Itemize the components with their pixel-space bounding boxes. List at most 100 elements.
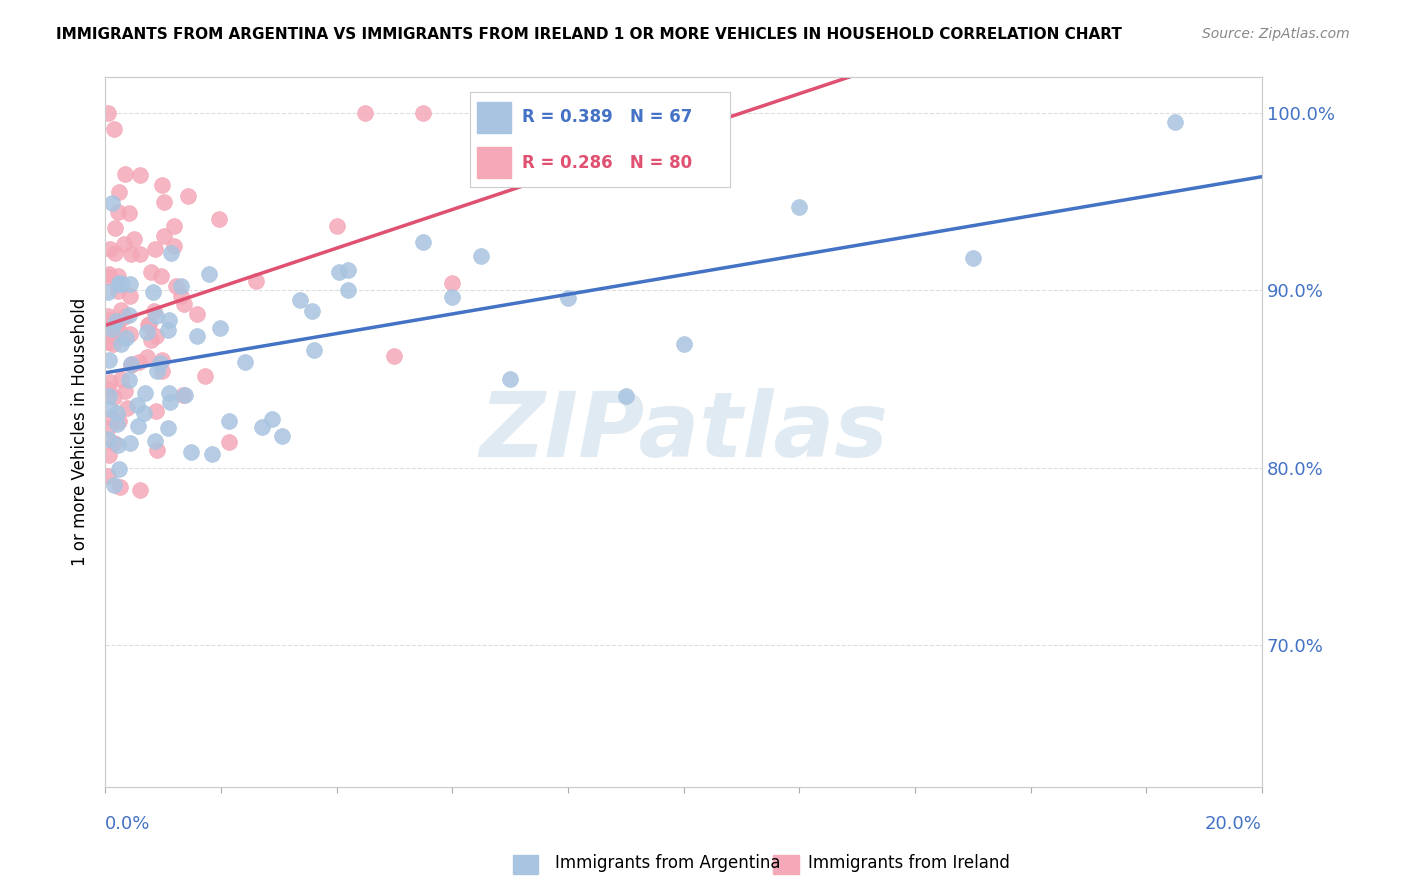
Y-axis label: 1 or more Vehicles in Household: 1 or more Vehicles in Household [72, 298, 89, 566]
Point [136, 318, 159, 332]
Point [125, 399, 148, 413]
Point [100, 410, 122, 425]
Point [614, 389, 637, 403]
Point [98, 375, 121, 389]
Point [97, 433, 120, 447]
Point [97, 382, 120, 396]
Point [557, 291, 579, 305]
Point [108, 480, 131, 494]
Point [112, 310, 135, 324]
Point [111, 277, 134, 291]
Point [129, 247, 152, 261]
Point [120, 436, 142, 450]
Point [120, 277, 142, 291]
Point [117, 401, 139, 415]
Point [180, 445, 202, 459]
Point [328, 265, 350, 279]
Point [129, 483, 152, 497]
Point [118, 289, 141, 303]
Text: 0.0%: 0.0% [105, 815, 150, 833]
Point [97, 270, 120, 285]
Point [118, 309, 141, 323]
Point [98, 313, 121, 327]
Point [354, 106, 377, 120]
Point [97, 389, 120, 403]
Point [441, 276, 464, 290]
Point [150, 178, 173, 192]
Point [672, 336, 695, 351]
Point [115, 330, 138, 344]
Point [337, 283, 360, 297]
Point [157, 385, 180, 400]
Point [233, 355, 256, 369]
Point [157, 312, 180, 326]
Point [149, 356, 172, 370]
Point [156, 323, 179, 337]
Text: ZIPatlas: ZIPatlas [479, 388, 889, 476]
Point [162, 238, 184, 252]
Point [100, 322, 122, 336]
Point [470, 249, 492, 263]
Point [271, 428, 294, 442]
Point [97, 285, 120, 299]
Point [110, 337, 132, 351]
Point [197, 267, 219, 281]
Point [107, 284, 129, 298]
Point [98, 353, 121, 368]
Point [127, 419, 149, 434]
Point [145, 443, 167, 458]
Point [153, 229, 176, 244]
Point [97, 106, 120, 120]
Point [159, 394, 181, 409]
Point [142, 285, 165, 300]
Point [97, 334, 120, 349]
Point [107, 269, 129, 284]
Point [193, 369, 215, 384]
Point [201, 447, 224, 461]
Point [101, 196, 124, 211]
Text: IMMIGRANTS FROM ARGENTINA VS IMMIGRANTS FROM IRELAND 1 OR MORE VEHICLES IN HOUSE: IMMIGRANTS FROM ARGENTINA VS IMMIGRANTS … [56, 27, 1122, 42]
Point [150, 353, 173, 368]
Point [107, 438, 129, 452]
Point [145, 403, 167, 417]
Point [108, 462, 131, 476]
Point [412, 235, 434, 249]
Point [143, 434, 166, 449]
Point [118, 373, 141, 387]
Point [103, 390, 125, 404]
Point [108, 324, 131, 338]
Point [98, 448, 121, 462]
Point [412, 106, 434, 120]
Text: Immigrants from Ireland: Immigrants from Ireland [808, 855, 1011, 872]
Point [208, 211, 231, 226]
Point [98, 402, 121, 417]
Point [101, 337, 124, 351]
Point [301, 304, 323, 318]
Point [122, 232, 145, 246]
Point [114, 384, 136, 398]
Point [110, 303, 132, 318]
Point [139, 333, 162, 347]
Point [120, 358, 142, 372]
Point [165, 279, 187, 293]
Point [121, 357, 143, 371]
Point [143, 303, 166, 318]
Point [152, 364, 174, 378]
Point [97, 334, 120, 348]
Point [101, 327, 124, 342]
Point [112, 237, 135, 252]
Point [787, 200, 810, 214]
Point [288, 293, 311, 308]
Point [104, 221, 127, 235]
Point [218, 435, 240, 450]
Point [384, 350, 406, 364]
Point [499, 372, 522, 386]
Point [250, 419, 273, 434]
Text: 20.0%: 20.0% [1205, 815, 1263, 833]
Point [104, 314, 127, 328]
Point [118, 327, 141, 342]
Point [107, 205, 129, 219]
Point [260, 411, 283, 425]
Point [336, 263, 359, 277]
Point [160, 245, 183, 260]
